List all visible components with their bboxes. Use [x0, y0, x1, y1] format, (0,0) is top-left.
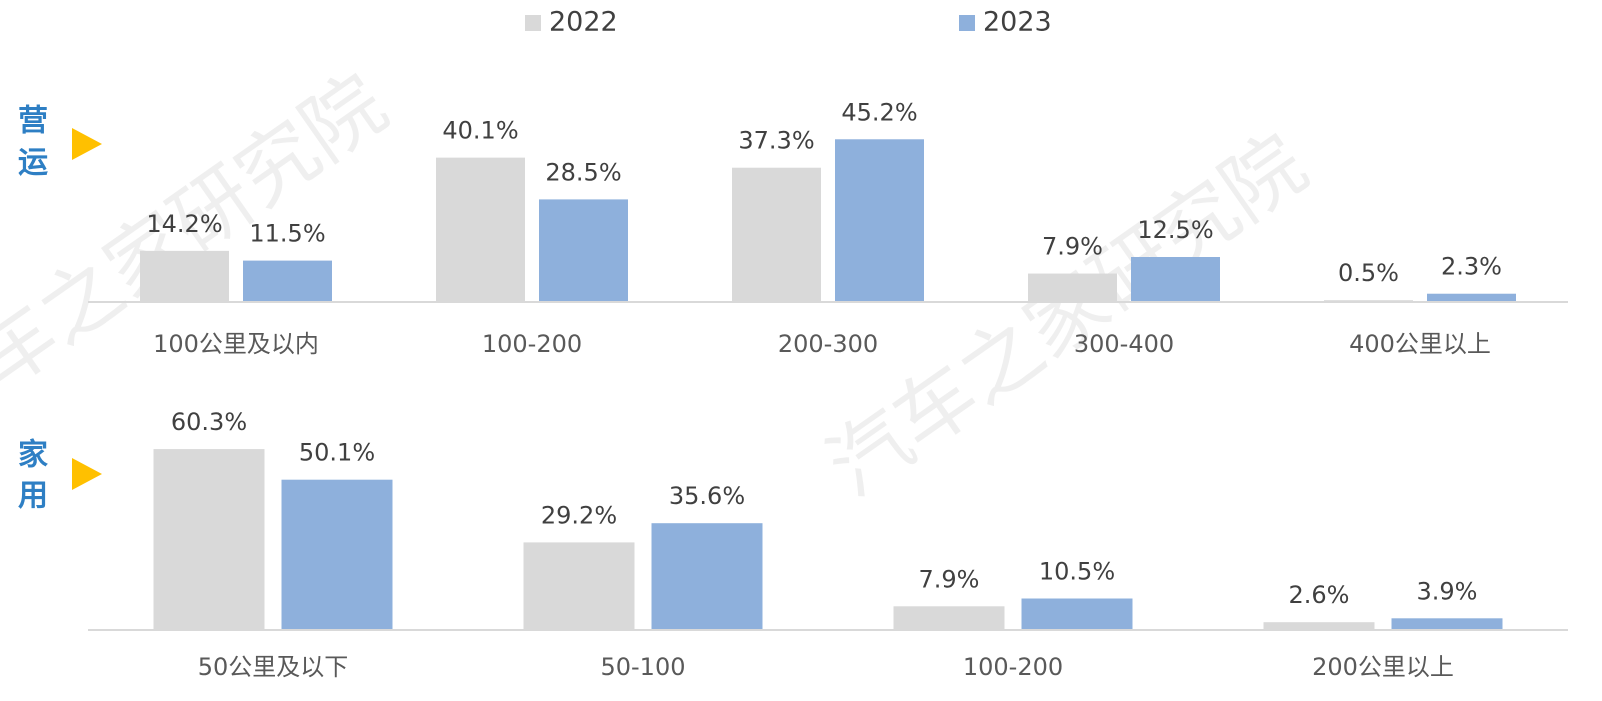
bar	[281, 479, 393, 630]
side-label: 营	[18, 104, 48, 139]
x-tick-label: 100-200	[963, 653, 1063, 681]
value-label: 14.2%	[146, 210, 222, 238]
arrow	[72, 458, 102, 490]
value-label: 7.9%	[919, 565, 980, 593]
value-label: 11.5%	[249, 220, 325, 248]
bar	[140, 250, 229, 302]
bar	[436, 157, 525, 302]
x-tick-label: 50-100	[600, 653, 685, 681]
side-label: 家	[18, 438, 48, 473]
side-label: 用	[18, 479, 48, 514]
value-label: 12.5%	[1137, 216, 1213, 244]
bar	[539, 199, 628, 302]
bar	[153, 449, 265, 630]
value-label: 2.6%	[1289, 581, 1350, 609]
bar	[1131, 257, 1220, 302]
x-tick-label: 200公里以上	[1312, 653, 1454, 681]
x-tick-label: 400公里以上	[1349, 330, 1491, 358]
bar	[1427, 293, 1516, 302]
x-tick-label: 100公里及以内	[153, 330, 319, 358]
legend-label: 2023	[983, 7, 1052, 38]
bar	[732, 167, 821, 302]
value-label: 10.5%	[1039, 558, 1115, 586]
bar	[1021, 598, 1133, 630]
side-label: 运	[18, 146, 48, 181]
x-tick-label: 200-300	[778, 330, 878, 358]
bar	[651, 523, 763, 630]
legend-swatch	[525, 15, 541, 31]
value-label: 2.3%	[1441, 253, 1502, 281]
bar	[523, 542, 635, 630]
bar	[835, 139, 924, 302]
value-label: 7.9%	[1042, 233, 1103, 261]
value-label: 40.1%	[442, 117, 518, 145]
bar	[893, 606, 1005, 630]
bar	[1263, 622, 1375, 630]
value-label: 28.5%	[545, 158, 621, 186]
value-label: 50.1%	[299, 439, 375, 467]
x-tick-label: 100-200	[482, 330, 582, 358]
value-label: 29.2%	[541, 501, 617, 529]
bar	[243, 260, 332, 302]
bar	[1391, 618, 1503, 630]
bar	[1028, 273, 1117, 302]
value-label: 45.2%	[841, 98, 917, 126]
legend-swatch	[959, 15, 975, 31]
x-tick-label: 300-400	[1074, 330, 1174, 358]
x-tick-label: 50公里及以下	[198, 653, 349, 681]
legend-label: 2022	[549, 7, 618, 38]
value-label: 3.9%	[1417, 577, 1478, 605]
arrow	[72, 128, 102, 160]
value-label: 37.3%	[738, 127, 814, 155]
value-label: 0.5%	[1338, 259, 1399, 287]
value-label: 35.6%	[669, 482, 745, 510]
value-label: 60.3%	[171, 408, 247, 436]
